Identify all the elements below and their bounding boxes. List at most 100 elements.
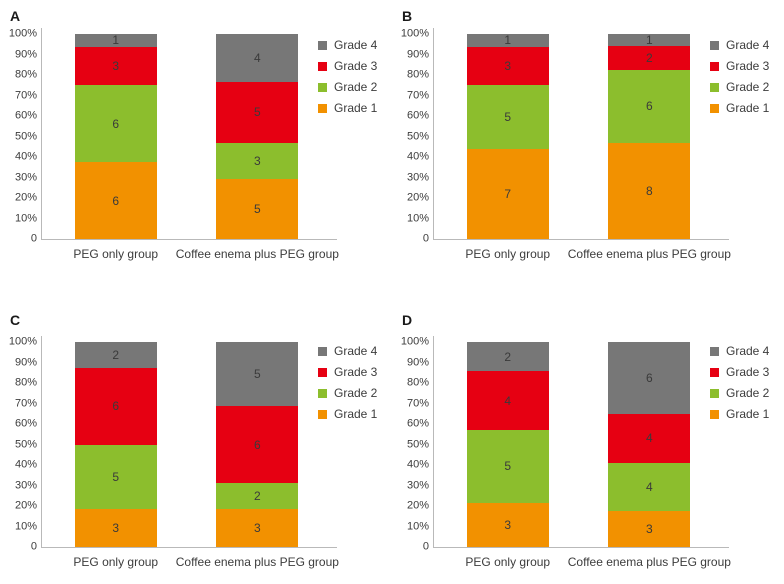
segment-value: 5 <box>504 110 512 125</box>
legend-swatch-grade-1 <box>710 103 719 113</box>
y-tick-label: 40% <box>406 150 429 163</box>
panel-c: C 100% 90% 80% 70% 60% 50% 40% 30% 20% 10% 0 3 5 6 2 PEG… <box>0 292 392 584</box>
y-tick-label: 30% <box>14 171 37 183</box>
legend-swatch-grade-2 <box>318 388 327 398</box>
legend-swatch-grade-4 <box>710 40 719 50</box>
x-category-label-coffee-enema-plus-peg-group: Coffee enema plus PEG group <box>175 247 339 261</box>
panel-label-a: A <box>10 8 21 24</box>
segment-grade-3: 4 <box>608 414 691 463</box>
segment-grade-4: 1 <box>74 34 157 47</box>
legend-item-grade-2: Grade 2 <box>710 80 769 94</box>
segment-grade-4: 5 <box>216 342 299 407</box>
legend-item-grade-3: Grade 3 <box>710 59 769 73</box>
y-tick-label: 50% <box>406 438 429 450</box>
segment-value: 5 <box>254 201 261 216</box>
legend-b: Grade 4 Grade 3 Grade 2 Grade 1 <box>710 38 769 115</box>
segment-grade-2: 3 <box>216 142 299 179</box>
x-category-label-peg-only-group: PEG only group <box>73 555 159 569</box>
y-tick-label: 60% <box>14 417 37 430</box>
y-tick-label: 50% <box>406 130 429 142</box>
segment-value: 4 <box>646 431 653 446</box>
segment-value: 3 <box>646 521 653 536</box>
y-tick-label: 20% <box>406 191 429 204</box>
segment-value: 3 <box>112 520 120 535</box>
legend-item-grade-2: Grade 2 <box>710 386 769 400</box>
legend-swatch-grade-2 <box>710 388 719 398</box>
y-tick-label: 90% <box>14 356 37 368</box>
panel-d: D 100% 90% 80% 70% 60% 50% 40% 30% 20% 10% 0 3 5 4 2 PEG… <box>392 292 784 584</box>
segment-value: 5 <box>504 459 512 474</box>
y-tick-label: 90% <box>406 356 429 368</box>
y-tick-label: 100% <box>400 335 429 348</box>
y-tick-label: 10% <box>406 520 429 532</box>
segment-grade-3: 3 <box>74 46 157 86</box>
legend-item-grade-3: Grade 3 <box>318 365 377 379</box>
segment-value: 7 <box>504 187 512 202</box>
legend-label: Grade 1 <box>334 101 378 115</box>
segment-grade-4: 2 <box>74 342 157 368</box>
legend-label: Grade 1 <box>334 407 378 421</box>
legend-item-grade-3: Grade 3 <box>710 365 769 379</box>
segment-grade-1: 8 <box>608 142 691 239</box>
legend-swatch-grade-4 <box>318 40 327 50</box>
stacked-bar-peg-only-group: 7 5 3 1 <box>466 34 549 239</box>
segment-grade-3: 4 <box>466 371 549 430</box>
legend-swatch-grade-1 <box>318 103 327 113</box>
segment-grade-3: 5 <box>216 82 299 143</box>
y-tick-label: 70% <box>14 89 37 101</box>
y-tick-label: 40% <box>14 458 37 471</box>
panel-label-b: B <box>402 8 413 24</box>
segment-value: 4 <box>254 51 261 66</box>
stacked-bar-peg-only-group: 3 5 4 2 <box>466 342 549 547</box>
y-tick-label: 90% <box>406 48 429 60</box>
y-tick-label: 80% <box>406 376 429 389</box>
legend-item-grade-1: Grade 1 <box>318 407 377 421</box>
x-category-label-peg-only-group: PEG only group <box>465 555 551 569</box>
stacked-bar-peg-only-group: 3 5 6 2 <box>74 342 157 547</box>
y-tick-label: 0 <box>422 540 429 553</box>
y-tick-label: 80% <box>14 68 37 81</box>
segment-value: 8 <box>646 183 653 198</box>
segment-grade-3: 6 <box>216 406 299 483</box>
y-tick-label: 100% <box>8 335 37 348</box>
legend-label: Grade 1 <box>726 101 770 115</box>
segment-value: 3 <box>254 520 261 535</box>
y-axis-line <box>433 28 434 34</box>
segment-grade-3: 6 <box>74 367 157 445</box>
plot-area-d: 100% 90% 80% 70% 60% 50% 40% 30% 20% 10% 0 3 5 4 2 PEG … <box>401 336 731 569</box>
legend-c: Grade 4 Grade 3 Grade 2 Grade 1 <box>318 344 377 421</box>
legend-d: Grade 4 Grade 3 Grade 2 Grade 1 <box>710 344 769 421</box>
legend-label: Grade 3 <box>726 59 770 73</box>
legend-label: Grade 2 <box>334 80 378 94</box>
stacked-bar-coffee-enema-plus-peg-group: 3 4 4 6 <box>608 342 691 547</box>
legend-label: Grade 2 <box>726 386 770 400</box>
stacked-bar-peg-only-group: 6 6 3 1 <box>74 34 157 239</box>
legend-item-grade-2: Grade 2 <box>318 386 377 400</box>
y-tick-label: 70% <box>406 397 429 409</box>
legend-swatch-grade-2 <box>710 82 719 92</box>
y-tick-label: 50% <box>14 130 37 142</box>
stacked-bar-coffee-enema-plus-peg-group: 5 3 5 4 <box>216 34 299 239</box>
y-tick-label: 10% <box>14 212 37 224</box>
y-tick-label: 60% <box>14 109 37 122</box>
panel-b: B 100% 90% 80% 70% 60% 50% 40% 30% 20% 10% 0 7 5 3 1 PEG… <box>392 0 784 292</box>
segment-grade-3: 3 <box>466 46 549 86</box>
segment-grade-2: 4 <box>608 462 691 511</box>
segment-value: 3 <box>254 153 261 168</box>
y-tick-label: 60% <box>406 417 429 430</box>
segment-value: 6 <box>646 371 653 386</box>
segment-value: 4 <box>646 479 653 494</box>
x-category-label-peg-only-group: PEG only group <box>73 247 159 261</box>
segment-value: 6 <box>254 437 261 452</box>
segment-grade-1: 3 <box>608 510 691 547</box>
y-tick-label: 100% <box>8 27 37 40</box>
y-tick-label: 20% <box>14 191 37 204</box>
y-tick-label: 50% <box>14 438 37 450</box>
segment-value: 4 <box>504 393 512 408</box>
segment-value: 2 <box>504 349 512 364</box>
y-tick-label: 100% <box>400 27 429 40</box>
stacked-bar-coffee-enema-plus-peg-group: 8 6 2 1 <box>608 34 691 239</box>
y-tick-label: 70% <box>406 89 429 101</box>
segment-grade-1: 3 <box>74 508 157 547</box>
